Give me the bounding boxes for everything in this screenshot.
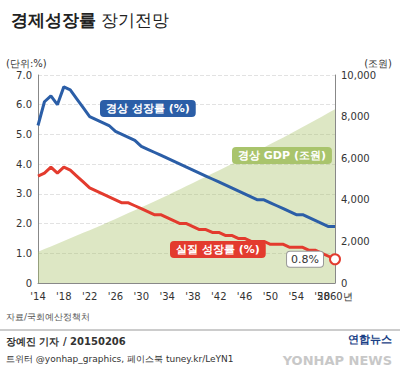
svg-text:10,000: 10,000	[341, 70, 376, 81]
svg-text:'42: '42	[211, 291, 226, 302]
svg-text:2060년: 2060년	[317, 291, 352, 302]
svg-text:연합뉴스: 연합뉴스	[348, 333, 392, 346]
svg-text:3.0: 3.0	[16, 188, 32, 199]
svg-text:실질 성장률 (%): 실질 성장률 (%)	[176, 243, 260, 256]
svg-text:'18: '18	[56, 291, 71, 302]
svg-text:6.0: 6.0	[16, 99, 32, 110]
svg-text:(조원): (조원)	[364, 58, 392, 69]
svg-text:7.0: 7.0	[16, 70, 32, 81]
svg-text:'22: '22	[82, 291, 97, 302]
svg-text:트위터 @yonhap_graphics, 페이스북 tun: 트위터 @yonhap_graphics, 페이스북 tuney.kr/LeYN…	[6, 354, 234, 364]
svg-text:5.0: 5.0	[16, 129, 32, 140]
svg-text:YONHAP NEWS: YONHAP NEWS	[282, 353, 392, 368]
svg-text:'46: '46	[237, 291, 252, 302]
svg-text:장예진 기자 / 20150206: 장예진 기자 / 20150206	[6, 336, 126, 347]
svg-text:4,000: 4,000	[341, 194, 370, 205]
svg-text:(단위:%): (단위:%)	[6, 58, 47, 69]
svg-text:'30: '30	[134, 291, 149, 302]
svg-text:1.0: 1.0	[16, 248, 32, 259]
svg-text:경상 성장률 (%): 경상 성장률 (%)	[106, 102, 190, 115]
svg-text:경제성장률: 경제성장률	[11, 10, 96, 30]
svg-text:6,000: 6,000	[341, 153, 370, 164]
svg-text:0: 0	[26, 278, 32, 289]
svg-text:자료/국회예산정책처: 자료/국회예산정책처	[6, 312, 90, 322]
svg-text:'26: '26	[108, 291, 123, 302]
svg-text:경상 GDP (조원): 경상 GDP (조원)	[238, 149, 326, 162]
svg-text:장기전망: 장기전망	[96, 10, 169, 30]
svg-text:4.0: 4.0	[16, 159, 32, 170]
svg-text:0.8%: 0.8%	[291, 253, 319, 266]
svg-text:0: 0	[341, 278, 347, 289]
svg-text:'54: '54	[289, 291, 304, 302]
svg-text:'50: '50	[263, 291, 278, 302]
svg-text:8,000: 8,000	[341, 111, 370, 122]
svg-text:2.0: 2.0	[16, 218, 32, 229]
svg-text:'34: '34	[159, 291, 174, 302]
svg-text:'14: '14	[30, 291, 45, 302]
svg-text:2,000: 2,000	[341, 236, 370, 247]
svg-text:'38: '38	[185, 291, 200, 302]
